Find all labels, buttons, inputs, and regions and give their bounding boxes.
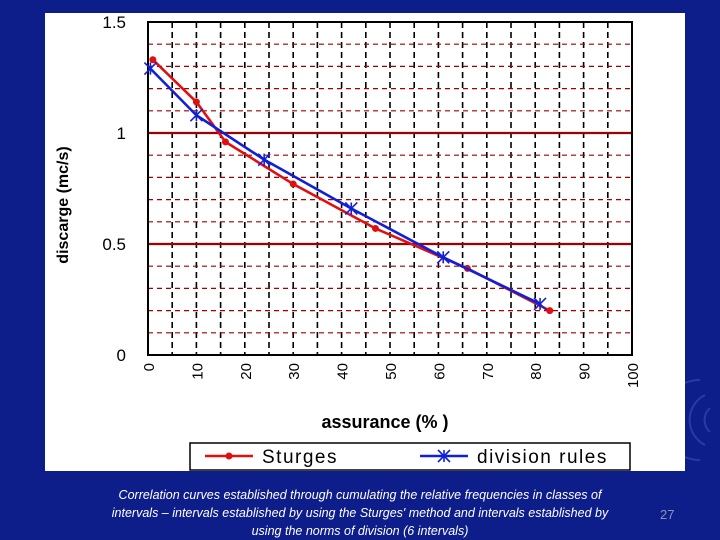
grid <box>148 22 632 355</box>
x-tick-label: 50 <box>383 363 400 380</box>
data-point <box>143 62 157 76</box>
data-point <box>221 138 229 146</box>
data-point <box>225 452 233 460</box>
x-tick-label: 30 <box>286 363 303 380</box>
x-axis-label: assurance (% ) <box>321 412 448 432</box>
axes <box>147 21 633 356</box>
data-point <box>189 108 203 122</box>
legend: Sturges division rules <box>189 442 631 471</box>
y-tick-label: 0.5 <box>102 235 126 254</box>
y-tick-label: 0 <box>117 346 126 365</box>
x-tick-label: 70 <box>480 363 497 380</box>
data-point <box>344 201 358 216</box>
y-axis-label: discarge (mc/s) <box>55 146 72 263</box>
tick-labels: 0 0.5 1 1.5 0 10 20 30 40 50 60 70 80 90 100 <box>102 13 642 388</box>
series <box>143 56 554 315</box>
chart-panel: 0 0.5 1 1.5 0 10 20 30 40 50 60 70 80 90 100 assurance… <box>45 13 685 471</box>
data-point <box>289 180 297 188</box>
series-line <box>151 58 551 312</box>
data-point <box>437 449 451 463</box>
legend-label: division rules <box>477 447 608 468</box>
x-tick-label: 20 <box>238 363 255 380</box>
data-point <box>436 250 450 264</box>
line-chart: 0 0.5 1 1.5 0 10 20 30 40 50 60 70 80 90 100 assurance… <box>55 13 642 471</box>
y-tick-label: 1.5 <box>102 13 126 32</box>
x-tick-label: 80 <box>528 363 545 380</box>
series-sturges <box>149 56 554 315</box>
legend-item: Sturges <box>205 447 338 468</box>
x-tick-label: 60 <box>431 363 448 380</box>
data-point <box>533 297 547 311</box>
legend-label: Sturges <box>262 447 338 468</box>
x-tick-label: 10 <box>189 363 206 380</box>
data-point <box>371 224 379 232</box>
caption-line-1: Correlation curves established through c… <box>118 488 602 502</box>
data-point <box>546 307 554 315</box>
x-tick-label: 40 <box>335 363 352 380</box>
x-tick-label: 90 <box>577 363 594 380</box>
caption-line-2: intervals – intervals established by usi… <box>111 506 609 520</box>
caption: Correlation curves established through c… <box>40 486 680 540</box>
x-tick-label: 100 <box>625 363 642 388</box>
data-point <box>149 56 157 64</box>
series-line <box>149 67 541 306</box>
x-tick-label: 0 <box>141 363 158 371</box>
slide-number: 27 <box>660 507 675 522</box>
legend-item: division rules <box>420 447 608 468</box>
series-division-rules <box>143 62 547 311</box>
data-point <box>192 98 200 106</box>
data-point <box>257 153 271 167</box>
plot-frame <box>147 21 633 356</box>
y-tick-label: 1 <box>117 124 126 143</box>
caption-line-3: using the norms of division (6 intervals… <box>251 524 469 538</box>
